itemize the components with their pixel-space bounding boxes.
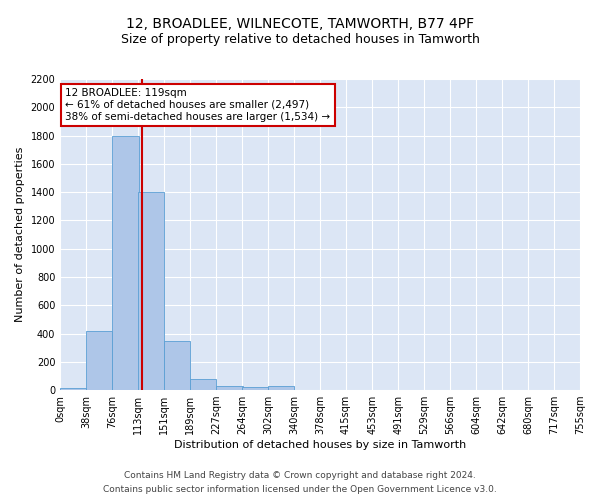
Text: Contains public sector information licensed under the Open Government Licence v3: Contains public sector information licen… [103, 484, 497, 494]
Bar [268, 386, 294, 390]
Text: 12, BROADLEE, WILNECOTE, TAMWORTH, B77 4PF: 12, BROADLEE, WILNECOTE, TAMWORTH, B77 4… [126, 18, 474, 32]
Bar [190, 380, 217, 390]
Bar [217, 386, 242, 390]
Text: Size of property relative to detached houses in Tamworth: Size of property relative to detached ho… [121, 32, 479, 46]
Bar [86, 330, 112, 390]
X-axis label: Distribution of detached houses by size in Tamworth: Distribution of detached houses by size … [174, 440, 466, 450]
Bar [112, 136, 139, 390]
Bar [242, 388, 268, 390]
Y-axis label: Number of detached properties: Number of detached properties [15, 147, 25, 322]
Text: Contains HM Land Registry data © Crown copyright and database right 2024.: Contains HM Land Registry data © Crown c… [124, 472, 476, 480]
Text: 12 BROADLEE: 119sqm
← 61% of detached houses are smaller (2,497)
38% of semi-det: 12 BROADLEE: 119sqm ← 61% of detached ho… [65, 88, 331, 122]
Bar [60, 388, 86, 390]
Bar [138, 192, 164, 390]
Bar [164, 340, 190, 390]
